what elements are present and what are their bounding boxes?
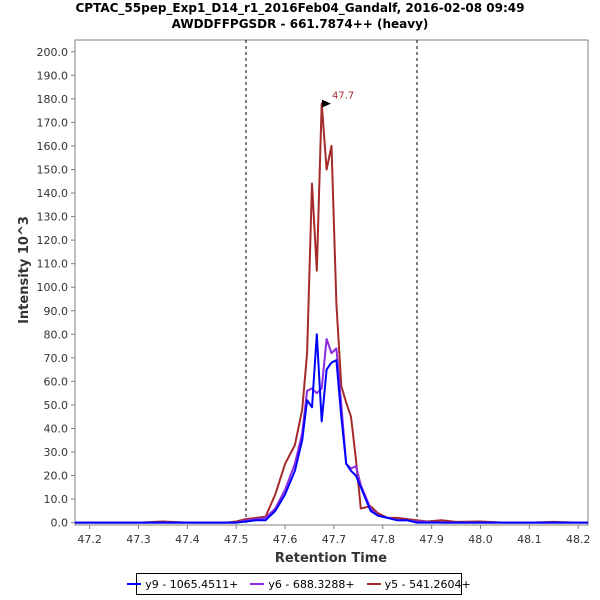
y-tick-label: 10.0 — [44, 493, 69, 506]
legend-label-y6: y6 - 688.3288+ — [268, 577, 355, 591]
legend-item-y9: y9 - 1065.4511+ — [127, 578, 238, 591]
y-tick-label: 90.0 — [44, 305, 69, 318]
y-tick-label: 60.0 — [44, 375, 69, 388]
chart-subtitle: AWDDFFPGSDR - 661.7874++ (heavy) — [171, 17, 429, 31]
legend-swatch-y6 — [250, 583, 265, 585]
x-tick-label: 48.1 — [517, 533, 542, 546]
y-tick-label: 0.0 — [51, 517, 69, 530]
y-tick-label: 110.0 — [37, 258, 69, 271]
x-tick-label: 47.8 — [371, 533, 396, 546]
x-tick-label: 47.7 — [322, 533, 347, 546]
y-tick-label: 170.0 — [37, 116, 69, 129]
x-tick-label: 47.5 — [224, 533, 249, 546]
x-tick-label: 47.9 — [419, 533, 444, 546]
y-tick-label: 30.0 — [44, 446, 69, 459]
y-tick-label: 190.0 — [37, 69, 69, 82]
legend-label-y9: y9 - 1065.4511+ — [145, 577, 239, 591]
series-line-y9 — [75, 333, 588, 524]
y-axis-label: Intensity 10^3 — [17, 216, 32, 324]
y-tick-label: 100.0 — [37, 281, 69, 294]
y-tick-label: 40.0 — [44, 422, 69, 435]
chart-legend: y9 - 1065.4511+ y6 - 688.3288+ y5 - 541.… — [127, 573, 471, 595]
y-tick-label: 50.0 — [44, 399, 69, 412]
x-tick-label: 48.2 — [566, 533, 591, 546]
y-tick-label: 180.0 — [37, 93, 69, 106]
legend-label-y5: y5 - 541.2604+ — [384, 577, 471, 591]
x-tick-label: 47.2 — [77, 533, 102, 546]
x-tick-label: 47.3 — [126, 533, 151, 546]
x-tick-label: 47.4 — [175, 533, 200, 546]
legend-item-y5: y5 - 541.2604+ — [366, 577, 471, 591]
plot-area — [74, 39, 589, 526]
y-tick-label: 160.0 — [37, 140, 69, 153]
y-tick-label: 20.0 — [44, 470, 69, 483]
y-tick-label: 70.0 — [44, 352, 69, 365]
y-tick-label: 200.0 — [37, 46, 69, 59]
peak-marker-icon — [321, 99, 331, 108]
y-tick-label: 120.0 — [37, 234, 69, 247]
legend-item-y6: y6 - 688.3288+ — [250, 577, 355, 591]
y-tick-label: 130.0 — [37, 211, 69, 224]
legend-swatch-y9 — [127, 583, 142, 585]
legend-swatch-y5 — [366, 583, 381, 585]
chart-title: CPTAC_55pep_Exp1_D14_r1_2016Feb04_Gandal… — [75, 1, 525, 15]
y-tick-label: 150.0 — [37, 163, 69, 176]
y-tick-label: 140.0 — [37, 187, 69, 200]
x-tick-label: 47.6 — [273, 533, 298, 546]
x-tick-label: 48.0 — [468, 533, 493, 546]
y-tick-label: 80.0 — [44, 328, 69, 341]
x-axis-label: Retention Time — [275, 551, 387, 566]
peak-label: 47.7 — [332, 91, 354, 102]
